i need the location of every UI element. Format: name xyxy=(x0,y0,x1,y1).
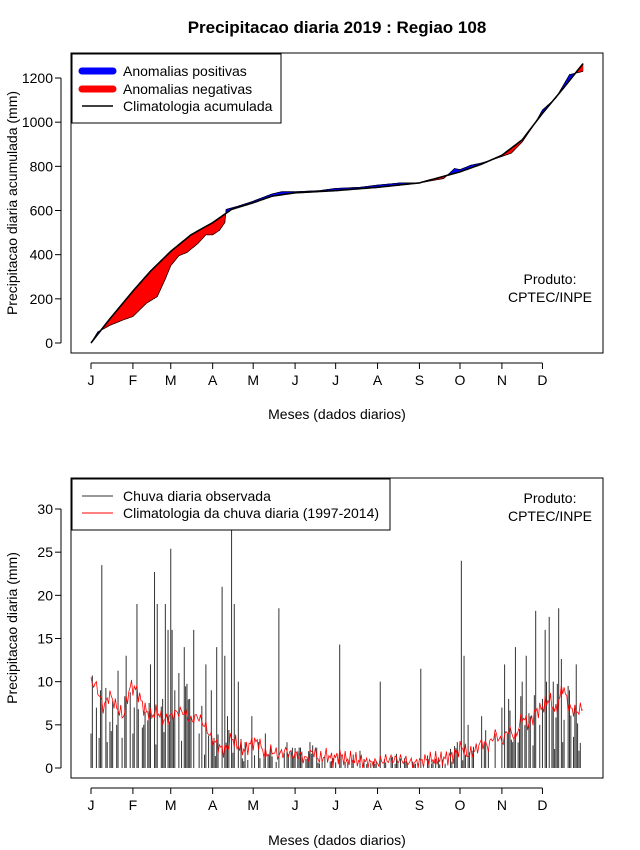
legend-label-climatology: Climatologia da chuva diaria (1997-2014) xyxy=(123,505,379,521)
x-tick-label: M xyxy=(247,372,259,388)
figure-title: Precipitacao diaria 2019 : Regiao 108 xyxy=(188,18,487,37)
y-tick-label: 15 xyxy=(37,631,53,647)
y-tick-label: 20 xyxy=(37,587,53,603)
y-tick-label: 10 xyxy=(37,674,53,690)
y-tick-label: 0 xyxy=(45,760,53,776)
x-tick-label: J xyxy=(332,372,339,388)
y-tick-label: 1200 xyxy=(22,70,53,86)
x-tick-label: M xyxy=(165,372,177,388)
daily-chart: J F M A M J J A S O N D 0 5 10 15 20 25 30 Meses (dados d… xyxy=(4,477,604,848)
x-axis-title: Meses (dados diarios) xyxy=(268,406,406,422)
y-tick-label: 200 xyxy=(30,291,54,307)
credit-line-2: CPTEC/INPE xyxy=(508,289,592,305)
legend-box xyxy=(71,478,391,531)
x-tick-label: A xyxy=(208,372,218,388)
y-tick-label: 600 xyxy=(30,203,54,219)
x-tick-label: O xyxy=(455,372,466,388)
x-tick-label: A xyxy=(373,797,383,813)
cumulative-lines xyxy=(90,63,584,344)
x-tick-label: S xyxy=(415,797,424,813)
climatology-daily-line xyxy=(90,677,584,769)
x-tick-label: D xyxy=(537,797,547,813)
legend-label-negative: Anomalias negativas xyxy=(123,81,252,97)
x-tick-label: J xyxy=(88,372,95,388)
y-tick-label: 0 xyxy=(45,335,53,351)
climatology-line xyxy=(90,677,584,769)
y-tick-label: 30 xyxy=(37,501,53,517)
legend: Anomalias positivas Anomalias negativas … xyxy=(71,53,282,124)
y-axis: 0 200 400 600 800 1000 1200 xyxy=(22,70,62,351)
y-axis-title: Precipitacao diaria acumulada (mm) xyxy=(4,91,20,315)
x-tick-label: A xyxy=(373,372,383,388)
x-tick-label: M xyxy=(165,797,177,813)
x-tick-label: M xyxy=(247,797,259,813)
credit-line-1: Produto: xyxy=(524,271,577,287)
y-tick-label: 25 xyxy=(37,544,53,560)
x-tick-label: D xyxy=(537,372,547,388)
y-tick-label: 1000 xyxy=(22,114,53,130)
observed-cumulative-line xyxy=(90,71,584,344)
x-tick-label: J xyxy=(292,372,299,388)
credit-line-1: Produto: xyxy=(524,490,577,506)
y-tick-label: 800 xyxy=(30,158,54,174)
plot-frame xyxy=(70,477,604,779)
x-tick-label: S xyxy=(415,372,424,388)
x-axis-title: Meses (dados diarios) xyxy=(268,832,406,848)
observed-bars xyxy=(90,527,581,768)
legend-label-positive: Anomalias positivas xyxy=(123,63,247,79)
x-tick-label: F xyxy=(129,797,138,813)
legend: Chuva diaria observada Climatologia da c… xyxy=(71,478,391,531)
x-tick-label: A xyxy=(208,797,218,813)
x-tick-label: F xyxy=(129,372,138,388)
plot-frame xyxy=(70,52,604,354)
x-tick-label: J xyxy=(332,797,339,813)
x-tick-label: N xyxy=(497,797,507,813)
y-tick-label: 400 xyxy=(30,247,54,263)
y-axis: 0 5 10 15 20 25 30 xyxy=(37,501,62,776)
credit-line-2: CPTEC/INPE xyxy=(508,508,592,524)
y-axis-title: Precipitacao diaria (mm) xyxy=(4,552,20,704)
legend-label-observed: Chuva diaria observada xyxy=(123,488,271,504)
cumulative-chart: J F M A M J J A S O N D 0 200 400 600 800 1000 1200 Meses… xyxy=(4,52,604,422)
legend-label-climatology: Climatologia acumulada xyxy=(123,98,273,114)
x-tick-label: J xyxy=(292,797,299,813)
x-tick-label: J xyxy=(88,797,95,813)
x-tick-label: N xyxy=(497,372,507,388)
x-tick-label: O xyxy=(455,797,466,813)
climatology-cumulative-line xyxy=(90,63,584,344)
y-tick-label: 5 xyxy=(45,717,53,733)
